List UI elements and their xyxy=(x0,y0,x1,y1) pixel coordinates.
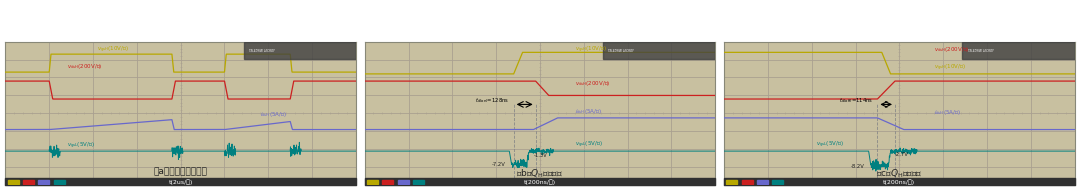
Bar xyxy=(413,180,423,184)
Text: t(200ns/格): t(200ns/格) xyxy=(883,179,916,185)
Text: $v_{\rm gsH}$(10V/格): $v_{\rm gsH}$(10V/格) xyxy=(97,45,130,55)
Text: $v_{\rm dsH}$(200V/格): $v_{\rm dsH}$(200V/格) xyxy=(575,79,610,88)
Text: $t_{\rm d(off)}$=114ns: $t_{\rm d(off)}$=114ns xyxy=(839,96,874,105)
Bar xyxy=(397,180,408,184)
Bar xyxy=(603,42,715,59)
Bar xyxy=(8,180,18,184)
Text: $v_{\rm dsH}$(200V/格): $v_{\rm dsH}$(200V/格) xyxy=(934,46,970,54)
Bar xyxy=(382,180,393,184)
Text: $v_{\rm gsH}$(10V/格): $v_{\rm gsH}$(10V/格) xyxy=(575,45,607,55)
Bar xyxy=(367,180,378,184)
Text: -1.3V: -1.3V xyxy=(534,153,548,158)
Text: -2.7V: -2.7V xyxy=(895,153,908,157)
Bar xyxy=(962,42,1075,59)
Text: （a）双脉冲实验波形: （a）双脉冲实验波形 xyxy=(153,167,207,176)
Text: $i_{\rm dsH}$(5A/格): $i_{\rm dsH}$(5A/格) xyxy=(575,107,602,116)
Bar xyxy=(54,180,65,184)
Bar xyxy=(5,178,356,185)
Text: $i_{\rm dsH}$(5A/格): $i_{\rm dsH}$(5A/格) xyxy=(934,108,961,117)
Text: t(2us/格): t(2us/格) xyxy=(168,179,193,185)
Text: （b）$Q_{\rm H}$开通过程: （b）$Q_{\rm H}$开通过程 xyxy=(516,167,564,180)
Bar xyxy=(742,180,753,184)
Text: TELEDYNE LECROY: TELEDYNE LECROY xyxy=(608,49,634,53)
Bar xyxy=(365,178,715,185)
Bar xyxy=(724,178,1075,185)
Text: TELEDYNE LECROY: TELEDYNE LECROY xyxy=(968,49,994,53)
Text: -7.2V: -7.2V xyxy=(491,162,505,167)
Bar xyxy=(757,180,768,184)
Text: t(200ns/格): t(200ns/格) xyxy=(524,179,556,185)
Text: -8.2V: -8.2V xyxy=(851,164,865,169)
Text: $t_{\rm d(on)}$=128ns: $t_{\rm d(on)}$=128ns xyxy=(475,96,510,105)
Text: TELEDYNE LECROY: TELEDYNE LECROY xyxy=(249,49,274,53)
Bar xyxy=(772,180,783,184)
Text: $v_{\rm gsH}$(10V/格): $v_{\rm gsH}$(10V/格) xyxy=(934,63,967,73)
Text: $v_{\rm gsL}$(5V/格): $v_{\rm gsL}$(5V/格) xyxy=(575,139,603,150)
Text: （c）$Q_{\rm H}$关断过程: （c）$Q_{\rm H}$关断过程 xyxy=(877,167,922,180)
Text: $v_{\rm gsL}$(5V/格): $v_{\rm gsL}$(5V/格) xyxy=(67,140,94,150)
Bar xyxy=(244,42,356,59)
Text: $v_{\rm gsL}$(5V/格): $v_{\rm gsL}$(5V/格) xyxy=(816,139,843,150)
Bar xyxy=(23,180,33,184)
Bar xyxy=(726,180,738,184)
Bar xyxy=(38,180,50,184)
Text: $v_{\rm dsH}$(200V/格): $v_{\rm dsH}$(200V/格) xyxy=(67,62,103,71)
Text: $i_{\rm dsH}$(5A/格): $i_{\rm dsH}$(5A/格) xyxy=(259,110,286,119)
